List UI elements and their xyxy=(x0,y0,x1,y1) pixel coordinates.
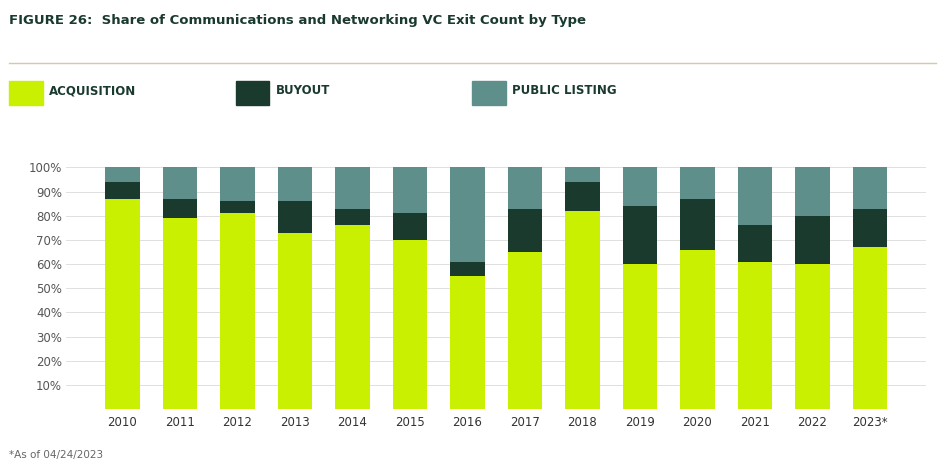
Bar xyxy=(622,167,656,206)
Bar xyxy=(220,201,255,213)
Bar xyxy=(622,264,656,409)
Bar xyxy=(507,208,542,252)
Bar xyxy=(449,167,484,262)
Bar xyxy=(278,167,312,201)
Bar xyxy=(449,262,484,276)
Bar xyxy=(393,240,427,409)
Text: *As of 04/24/2023: *As of 04/24/2023 xyxy=(9,450,104,460)
Bar xyxy=(565,211,598,409)
Bar xyxy=(220,213,255,409)
Bar xyxy=(565,167,598,182)
Bar xyxy=(736,167,771,226)
Bar xyxy=(220,167,255,201)
Bar xyxy=(335,167,369,208)
Bar xyxy=(105,167,140,182)
Bar xyxy=(565,182,598,211)
Bar xyxy=(278,201,312,232)
Bar xyxy=(736,226,771,262)
Text: BUYOUT: BUYOUT xyxy=(276,84,330,97)
Bar xyxy=(393,213,427,240)
Bar xyxy=(851,167,886,208)
Bar xyxy=(680,167,714,199)
Bar xyxy=(105,199,140,409)
Bar xyxy=(162,167,197,199)
Bar xyxy=(851,247,886,409)
Bar xyxy=(794,167,829,216)
Bar xyxy=(622,206,656,264)
Bar xyxy=(680,250,714,409)
Text: ACQUISITION: ACQUISITION xyxy=(49,84,136,97)
Bar xyxy=(335,226,369,409)
Bar xyxy=(393,167,427,213)
Text: PUBLIC LISTING: PUBLIC LISTING xyxy=(512,84,616,97)
Bar xyxy=(449,276,484,409)
Bar xyxy=(105,182,140,199)
Bar xyxy=(335,208,369,226)
Bar xyxy=(507,167,542,208)
Bar xyxy=(794,264,829,409)
Bar xyxy=(162,218,197,409)
Bar xyxy=(851,208,886,247)
Bar xyxy=(794,216,829,264)
Bar xyxy=(680,199,714,250)
Text: FIGURE 26:  Share of Communications and Networking VC Exit Count by Type: FIGURE 26: Share of Communications and N… xyxy=(9,14,586,27)
Bar xyxy=(736,262,771,409)
Bar xyxy=(278,232,312,409)
Bar xyxy=(507,252,542,409)
Bar xyxy=(162,199,197,218)
